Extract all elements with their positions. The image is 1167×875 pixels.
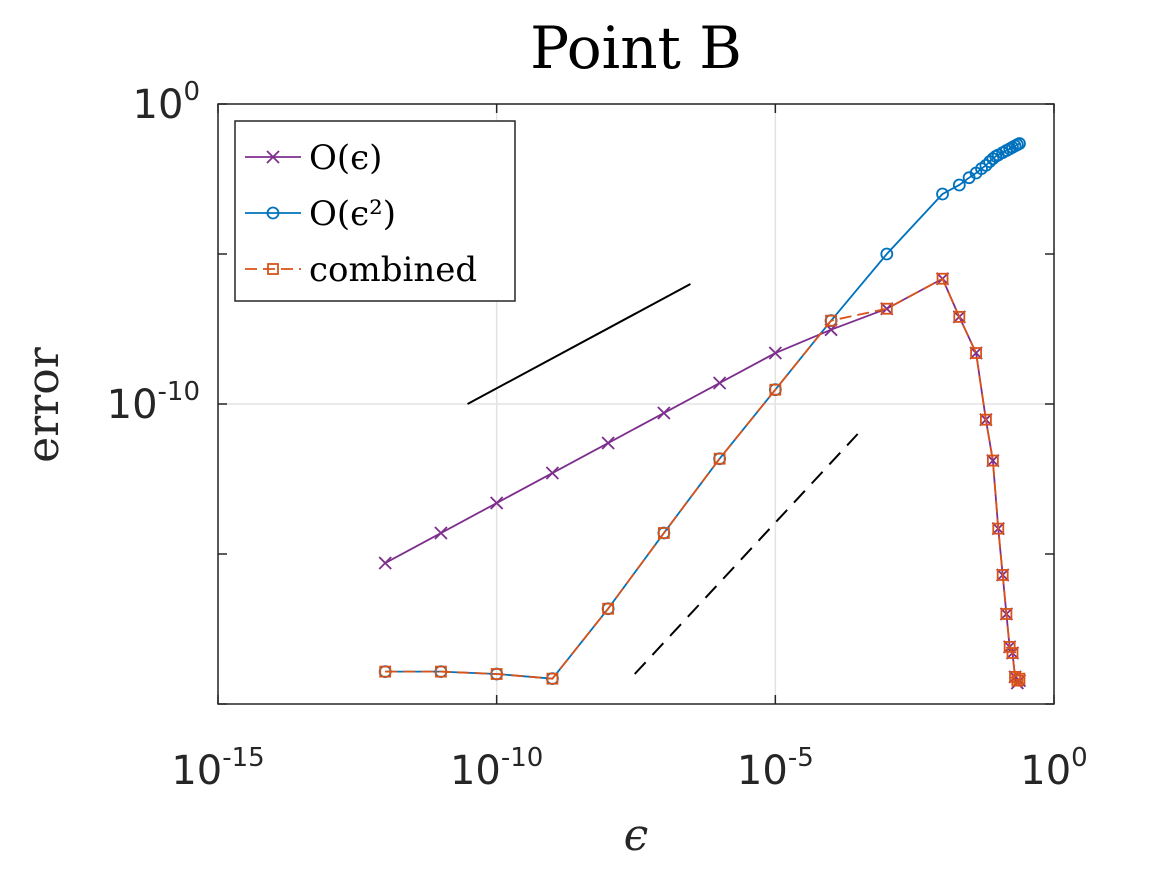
data-point-2-9 (880, 302, 893, 315)
chart-title: Point B (530, 14, 742, 82)
data-point-2-18 (1003, 641, 1016, 653)
x-tick-label-1: 10-10 (450, 743, 543, 794)
data-point-2-16 (996, 569, 1009, 581)
data-point-1-26 (1013, 137, 1026, 150)
data-point-0-0 (378, 556, 392, 570)
x-tick-label-3: 100 (1020, 743, 1087, 794)
data-point-1-10 (936, 187, 949, 201)
data-point-0-6 (712, 376, 727, 390)
data-point-0-2 (490, 496, 504, 510)
data-point-2-7 (769, 383, 782, 396)
data-point-2-10 (936, 272, 949, 285)
y-axis-label: error (18, 346, 69, 463)
data-point-0-14 (986, 453, 1000, 468)
data-point-2-0 (379, 665, 392, 678)
data-point-2-15 (992, 522, 1005, 535)
legend: O(ϵ) O(ϵ²) combined (234, 120, 516, 302)
data-point-2-14 (986, 454, 999, 467)
data-point-1-11 (952, 178, 966, 192)
data-point-2-12 (970, 347, 982, 359)
legend-label-2: combined (309, 250, 477, 290)
legend-marker-0 (266, 150, 280, 164)
data-point-2-1 (435, 665, 447, 678)
x-axis-label: ϵ (624, 810, 649, 861)
data-point-1-15 (979, 158, 993, 172)
legend-marker-2 (267, 263, 279, 275)
data-point-0-9 (880, 302, 894, 316)
x-ticks: 10-15 10-10 10-5 100 (171, 104, 1088, 794)
data-point-2-11 (953, 311, 966, 323)
series-line-2 (385, 277, 1021, 683)
reference-lines (467, 283, 859, 675)
data-point-0-3 (545, 466, 560, 480)
data-point-0-1 (434, 526, 448, 540)
series-2 (379, 272, 1026, 687)
legend-box (234, 120, 516, 302)
data-point-2-8 (825, 314, 837, 327)
data-point-2-6 (713, 452, 726, 465)
y-tick-label-0: 100 (133, 77, 200, 128)
data-point-2-2 (490, 668, 503, 680)
data-point-0-4 (601, 436, 615, 450)
data-point-2-3 (546, 672, 559, 685)
x-tick-label-2: 10-5 (737, 743, 814, 794)
data-point-2-22 (1013, 672, 1026, 685)
y-tick-label-1: 10-10 (107, 377, 200, 428)
data-point-2-4 (602, 602, 615, 615)
data-point-0-5 (657, 406, 671, 420)
legend-marker-1 (266, 206, 280, 220)
reference-line-dashed (633, 433, 859, 675)
x-tick-label-0: 10-15 (171, 743, 264, 794)
data-point-2-13 (980, 413, 992, 426)
legend-label-1: O(ϵ²) (309, 194, 396, 234)
legend-label-0: O(ϵ) (309, 138, 382, 178)
reference-line-solid (467, 283, 691, 405)
data-point-2-19 (1006, 647, 1019, 659)
data-point-0-7 (768, 346, 782, 360)
data-point-0-12 (969, 346, 983, 360)
data-point-2-17 (1000, 608, 1013, 620)
data-point-1-9 (880, 247, 894, 261)
data-point-2-5 (657, 527, 670, 539)
data-point-2-21 (1011, 674, 1024, 687)
y-ticks: 100 10-10 (107, 77, 1054, 705)
series-layer (378, 137, 1027, 690)
